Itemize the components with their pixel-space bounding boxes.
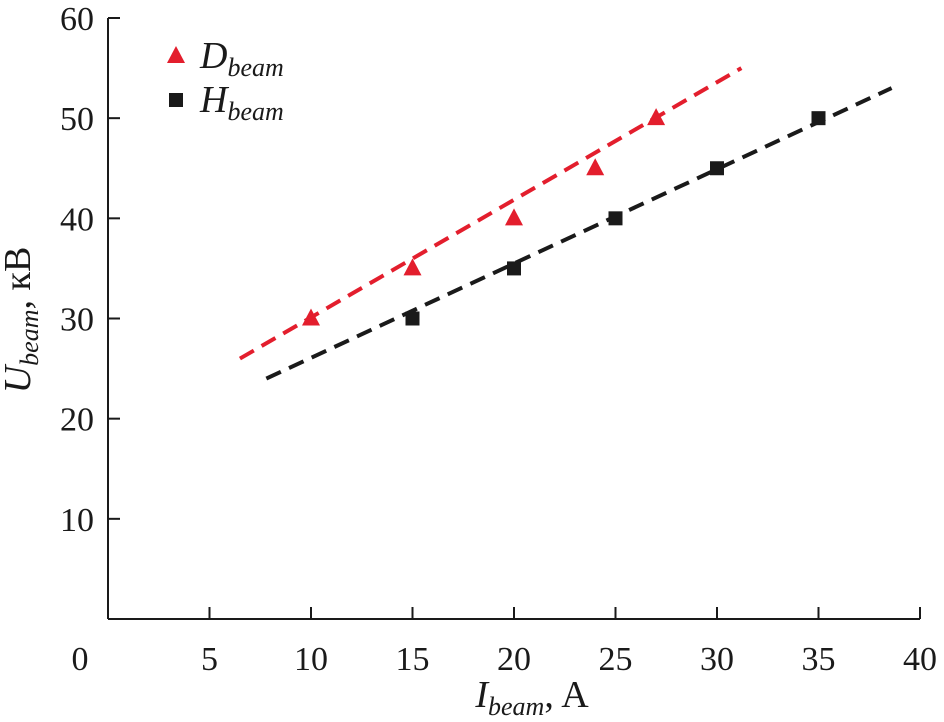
fit-line-h bbox=[265, 86, 893, 381]
y-tick-label: 60 bbox=[60, 1, 94, 38]
x-tick-label: 25 bbox=[599, 641, 633, 678]
x-tick-label: 10 bbox=[294, 641, 328, 678]
x-tick-label: 35 bbox=[802, 641, 836, 678]
x-tick-label: 30 bbox=[700, 641, 734, 678]
data-points bbox=[302, 108, 826, 326]
data-point-triangle bbox=[302, 308, 320, 326]
x-tick-label: 20 bbox=[497, 641, 531, 678]
y-tick-label: 30 bbox=[60, 302, 94, 339]
data-point-triangle bbox=[586, 158, 605, 176]
legend-marker-square bbox=[169, 93, 183, 107]
legend-marker-triangle bbox=[167, 46, 185, 63]
x-tick-label: 15 bbox=[396, 641, 430, 678]
data-point-square bbox=[710, 161, 724, 176]
x-tick-label: 5 bbox=[201, 641, 218, 678]
axes: 0 5 10 15 20 25 30 35 40 10 20 30 40 50 60 bbox=[60, 1, 937, 678]
y-tick-label: 40 bbox=[60, 201, 94, 238]
fit-line-d bbox=[238, 66, 743, 361]
y-tick-label: 20 bbox=[60, 402, 94, 439]
y-axis-title: Ubeam, кВ bbox=[0, 247, 44, 394]
x-tick-label: 40 bbox=[903, 641, 937, 678]
data-point-triangle bbox=[505, 208, 523, 226]
x-axis-title: Ibeam, A bbox=[474, 674, 589, 721]
x-tick-label: 0 bbox=[72, 641, 89, 678]
data-point-triangle bbox=[403, 258, 422, 276]
legend-label: Hbeam bbox=[199, 79, 284, 126]
data-point-square bbox=[608, 211, 623, 226]
data-point-square bbox=[507, 261, 521, 276]
y-tick-label: 50 bbox=[60, 101, 94, 138]
data-point-square bbox=[811, 111, 826, 126]
legend-label: Dbeam bbox=[199, 35, 284, 82]
fit-lines bbox=[238, 66, 893, 381]
y-tick-label: 10 bbox=[60, 502, 94, 539]
data-point-triangle bbox=[647, 108, 666, 126]
axis-titles: Ibeam, A Ubeam, кВ bbox=[0, 247, 589, 721]
data-point-square bbox=[405, 311, 420, 326]
